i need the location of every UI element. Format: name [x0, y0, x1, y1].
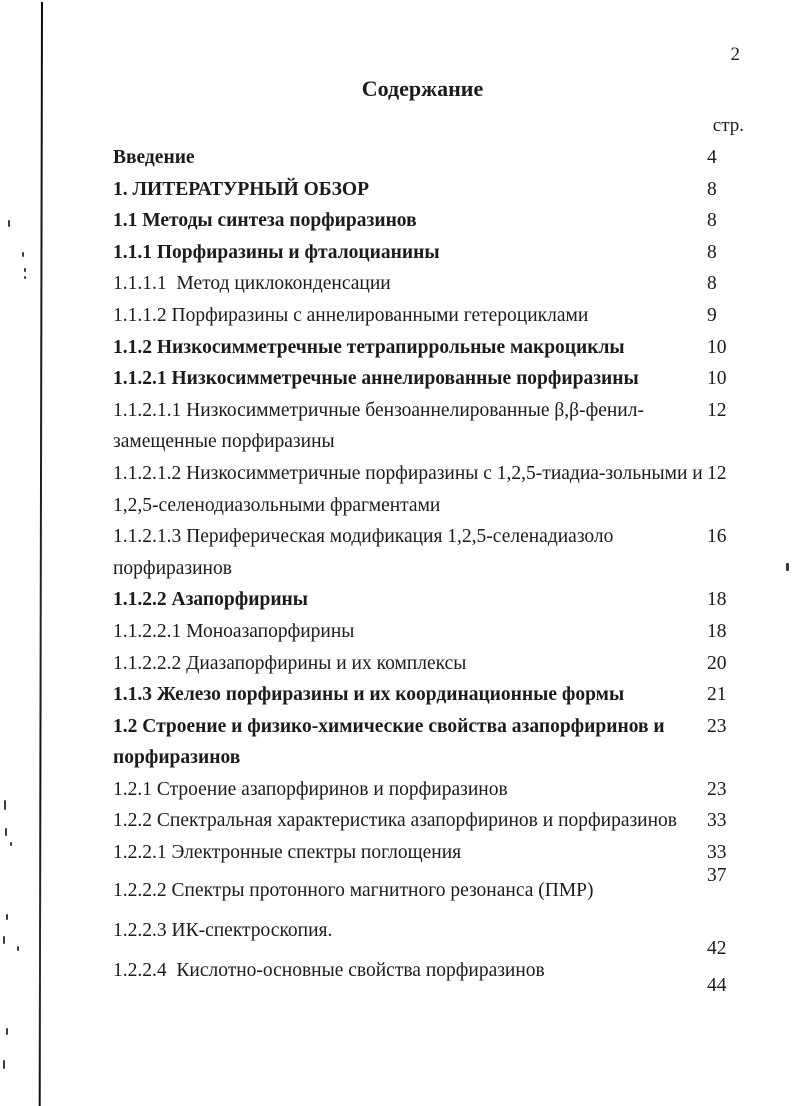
toc-entry-title: 1.1.2.2.1 Моноазапорфирины — [113, 620, 355, 642]
scan-artifact — [5, 828, 7, 836]
toc-entry-page: 37 — [707, 864, 727, 886]
toc-entry-page: 8 — [707, 178, 717, 200]
toc-entry-title: 1.2.2.4 Кислотно-основные свойства порфи… — [113, 959, 545, 981]
toc-entry-title: 1.1.3 Железо порфиразины и их координаци… — [113, 684, 625, 706]
toc-entry-title: 1.1.2 Низкосимметречные тетрапиррольные … — [113, 336, 625, 358]
toc-entry-title: 1.1.2.1.1 Низкосимметричные бензоаннелир… — [113, 399, 644, 453]
toc-entry-page: 21 — [707, 684, 727, 706]
toc-entry-page: 33 — [707, 810, 727, 832]
page-title: Содержание — [361, 76, 484, 101]
toc-entry-page: 9 — [707, 304, 717, 326]
toc-entry: 1. ЛИТЕРАТУРНЫЙ ОБЗОР 8 — [113, 174, 733, 206]
toc-entry-title: 1.1.1 Порфиразины и фталоцианины — [113, 241, 440, 263]
page-column-header: стр. — [712, 115, 744, 136]
page-number: 2 — [730, 44, 741, 65]
toc-entry-title: 1. ЛИТЕРАТУРНЫЙ ОБЗОР — [113, 178, 370, 200]
scan-artifact — [3, 1060, 5, 1069]
toc-entry: 1.1 Методы синтеза порфиразинов 8 — [113, 205, 733, 237]
toc-entry: 1.2.2.3 ИК-спектроскопия. 42 — [113, 915, 733, 959]
toc-entry-page: 33 — [707, 842, 727, 864]
toc-list: Введение 4 1. ЛИТЕРАТУРНЫЙ ОБЗОР 8 1.1 Метод… — [113, 142, 733, 996]
scan-artifact — [22, 252, 24, 257]
toc-entry-page: 44 — [707, 974, 727, 996]
toc-entry-title: 1.2.2.2 Спектры протонного магнитного ре… — [113, 879, 594, 901]
toc-entry-title: 1.2 Строение и физико-химические свойств… — [113, 715, 665, 769]
toc-entry: 1.1.2.1.1 Низкосимметричные бензоаннелир… — [113, 395, 733, 458]
toc-entry: 1.2.2 Спектральная характеристика азапор… — [113, 805, 733, 837]
scan-artifact — [4, 800, 6, 810]
toc-entry-title: 1.1 Методы синтеза порфиразинов — [113, 210, 417, 232]
scan-artifact — [6, 914, 8, 920]
toc-entry: 1.1.2.1 Низкосимметречные аннелированные… — [113, 363, 733, 395]
toc-entry-page: 18 — [707, 620, 727, 642]
toc-entry-page: 23 — [707, 778, 727, 800]
toc-entry: 1.1.3 Железо порфиразины и их координаци… — [113, 679, 733, 711]
toc-entry-title: Введение — [113, 147, 195, 168]
scan-artifact — [24, 276, 26, 279]
toc-entry-page: 8 — [707, 210, 717, 232]
toc-entry: 1.1.2.2 Азапорфирины 18 — [113, 584, 733, 616]
toc-entry-title: 1.2.2.3 ИК-спектроскопия. — [113, 920, 333, 942]
toc-entry: 1.1.2 Низкосимметречные тетрапиррольные … — [113, 332, 733, 364]
scan-artifact — [24, 268, 26, 272]
toc-entry: 1.1.2.1.2 Низкосимметричные порфиразины … — [113, 458, 733, 521]
toc-entry: 1.1.2.2.2 Диазапорфирины и их комплексы 2… — [113, 648, 733, 680]
toc-entry-page: 10 — [707, 368, 727, 390]
toc-entry-title: 1.1.1.1 Метод циклоконденсации — [113, 273, 391, 295]
toc-entry-page: 23 — [707, 715, 727, 737]
toc-entry: Введение 4 — [113, 142, 733, 174]
toc-entry-title: 1.1.2.1.3 Периферическая модификация 1,2… — [113, 526, 614, 579]
toc-entry-page: 12 — [707, 399, 727, 421]
toc-entry-title: 1.2.1 Строение азапорфиринов и порфирази… — [113, 778, 508, 800]
toc-entry-page: 16 — [707, 526, 727, 548]
toc-entry-title: 1.2.2.1 Электронные спектры поглощения — [113, 842, 462, 864]
toc-entry-page: 4 — [707, 147, 717, 168]
toc-entry: 1.1.1.1 Метод циклоконденсации 8 — [113, 268, 733, 300]
toc-entry-title: 1.1.2.2.2 Диазапорфирины и их комплексы — [113, 652, 467, 674]
toc-entry-page: 10 — [707, 336, 727, 358]
toc-entry-page: 18 — [707, 589, 727, 611]
toc-entry: 1.1.2.2.1 Моноазапорфирины 18 — [113, 616, 733, 648]
toc-entry: 1.2.1 Строение азапорфиринов и порфирази… — [113, 774, 733, 806]
toc-entry-title: 1.1.2.1.2 Низкосимметричные порфиразины … — [113, 462, 703, 516]
scan-edge-line — [38, 2, 43, 1106]
toc-entry: 1.1.1 Порфиразины и фталоцианины 8 — [113, 237, 733, 269]
scan-artifact — [3, 936, 5, 944]
toc-entry-title: 1.1.2.1 Низкосимметречные аннелированные… — [113, 368, 639, 390]
toc-entry-title: 1.1.2.2 Азапорфирины — [113, 589, 309, 611]
toc-entry: 1.2.2.2 Спектры протонного магнитного ре… — [113, 865, 733, 907]
scan-artifact — [8, 220, 10, 227]
toc-entry: 1.2.2.4 Кислотно-основные свойства порфи… — [113, 955, 733, 996]
toc-entry-page: 8 — [707, 241, 717, 263]
toc-entry-page: 8 — [707, 273, 717, 295]
toc-entry-title: 1.2.2 Спектральная характеристика азапор… — [113, 810, 678, 832]
scan-artifact — [6, 1028, 8, 1035]
toc-entry: 1.1.1.2 Порфиразины с аннелированными ге… — [113, 300, 733, 332]
toc-entry: 1.2 Строение и физико-химические свойств… — [113, 711, 733, 774]
toc-entry-page: 42 — [707, 938, 727, 960]
toc-entry-title: 1.1.1.2 Порфиразины с аннелированными ге… — [113, 304, 589, 326]
scan-artifact — [17, 946, 19, 951]
scan-artifact — [10, 842, 12, 846]
toc-entry: 1.2.2.1 Электронные спектры поглощения 33 — [113, 837, 733, 869]
toc-entry-page: 12 — [707, 462, 727, 484]
toc-entry: 1.1.2.1.3 Периферическая модификация 1,2… — [113, 521, 733, 584]
toc-entry-page: 20 — [707, 652, 727, 674]
scan-artifact — [786, 563, 789, 571]
